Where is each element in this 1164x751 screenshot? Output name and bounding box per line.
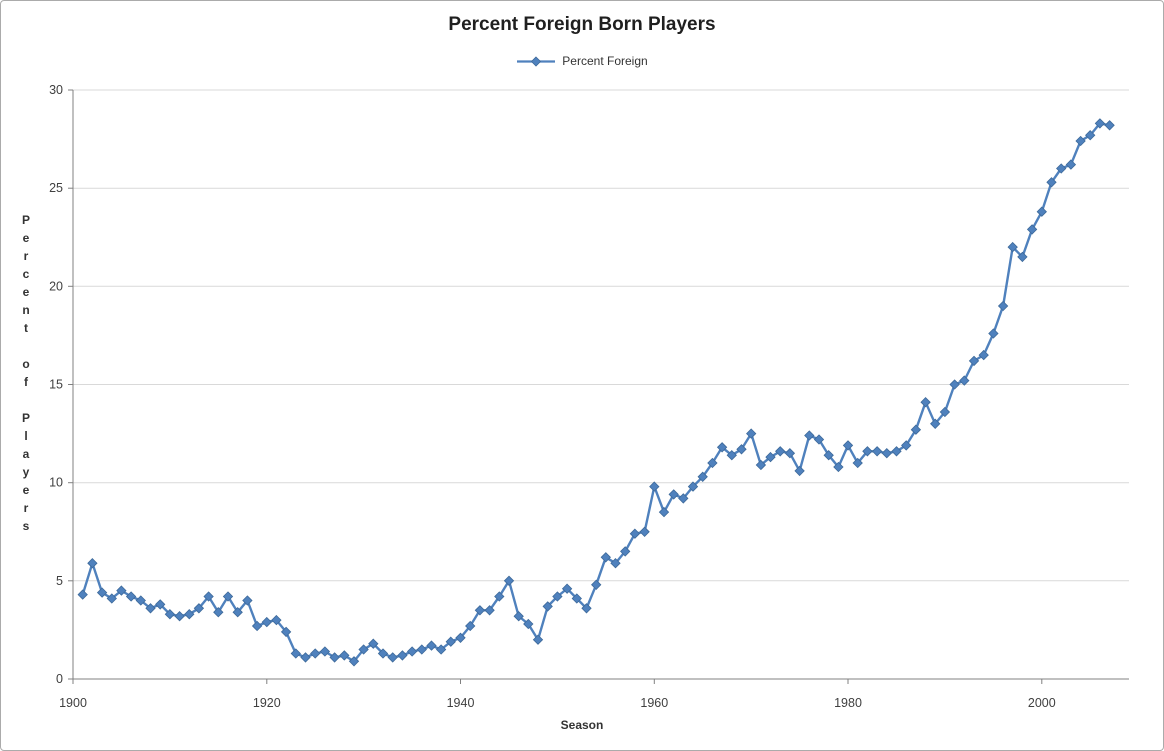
svg-text:10: 10 [49, 476, 63, 490]
y-axis-title-letter: o [22, 357, 30, 371]
y-axis-title-letter: e [22, 231, 30, 245]
y-axis-title-letter: e [22, 483, 30, 497]
y-axis-title-letter: r [23, 249, 29, 263]
y-axis-title-letter: a [22, 447, 30, 461]
y-axis-title-letter: n [22, 303, 30, 317]
x-tick-labels: 1900 1920 1940 1960 1980 2000 [59, 696, 1056, 710]
y-axis-title-letter: e [22, 285, 30, 299]
svg-text:1900: 1900 [59, 696, 87, 710]
chart-title: Percent Foreign Born Players [448, 14, 716, 35]
svg-text:25: 25 [49, 181, 63, 195]
series-percent-foreign [77, 118, 1115, 667]
y-axis-title-letter: f [24, 375, 28, 389]
y-axis-title-letter: r [23, 501, 29, 515]
legend-label: Percent Foreign [562, 54, 648, 68]
y-axis-title-letter: P [21, 411, 30, 425]
svg-text:5: 5 [56, 574, 63, 588]
svg-text:30: 30 [49, 83, 63, 97]
svg-text:15: 15 [49, 378, 63, 392]
y-axis-title-letter: l [24, 429, 28, 443]
svg-text:2000: 2000 [1028, 696, 1056, 710]
x-axis-title: Season [560, 718, 604, 732]
series-markers [77, 118, 1115, 667]
y-axis-title-letter: t [24, 321, 28, 335]
gridlines [73, 89, 1129, 582]
tick-marks [68, 89, 1043, 684]
svg-text:1980: 1980 [834, 696, 862, 710]
svg-text:20: 20 [49, 279, 63, 293]
svg-text:1940: 1940 [447, 696, 475, 710]
legend-line-marker-icon [516, 55, 556, 67]
y-axis-title-letter: s [22, 519, 30, 533]
y-tick-labels: 0 5 10 15 20 25 30 [49, 83, 63, 686]
svg-text:1920: 1920 [253, 696, 281, 710]
svg-text:1960: 1960 [640, 696, 668, 710]
y-axis-title-letter: y [22, 465, 30, 479]
svg-text:0: 0 [56, 672, 63, 686]
y-axis-title-letter: P [21, 213, 30, 227]
legend: Percent Foreign [1, 54, 1163, 68]
y-axis-title-letter: c [22, 267, 30, 281]
